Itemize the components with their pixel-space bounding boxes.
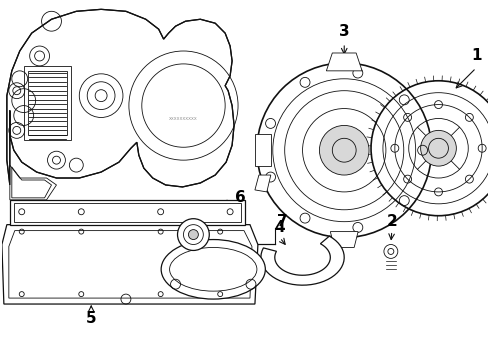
Text: 6: 6 [235, 190, 245, 205]
Polygon shape [255, 175, 271, 192]
Polygon shape [261, 236, 344, 285]
Circle shape [319, 125, 369, 175]
Circle shape [177, 219, 209, 251]
Text: 1: 1 [471, 49, 482, 63]
Polygon shape [330, 231, 358, 247]
Polygon shape [326, 53, 362, 71]
Ellipse shape [161, 239, 266, 299]
Polygon shape [2, 225, 258, 304]
Circle shape [420, 130, 456, 166]
Text: 3: 3 [339, 24, 349, 39]
Polygon shape [10, 200, 245, 225]
Text: 7: 7 [277, 214, 288, 229]
Text: 5: 5 [86, 311, 97, 327]
Text: XXXXXXXXXX: XXXXXXXXXX [169, 117, 198, 121]
Text: 4: 4 [274, 220, 285, 235]
Polygon shape [10, 165, 56, 200]
Polygon shape [7, 9, 234, 187]
Text: 2: 2 [387, 214, 397, 229]
Polygon shape [255, 134, 271, 166]
Circle shape [189, 230, 198, 239]
